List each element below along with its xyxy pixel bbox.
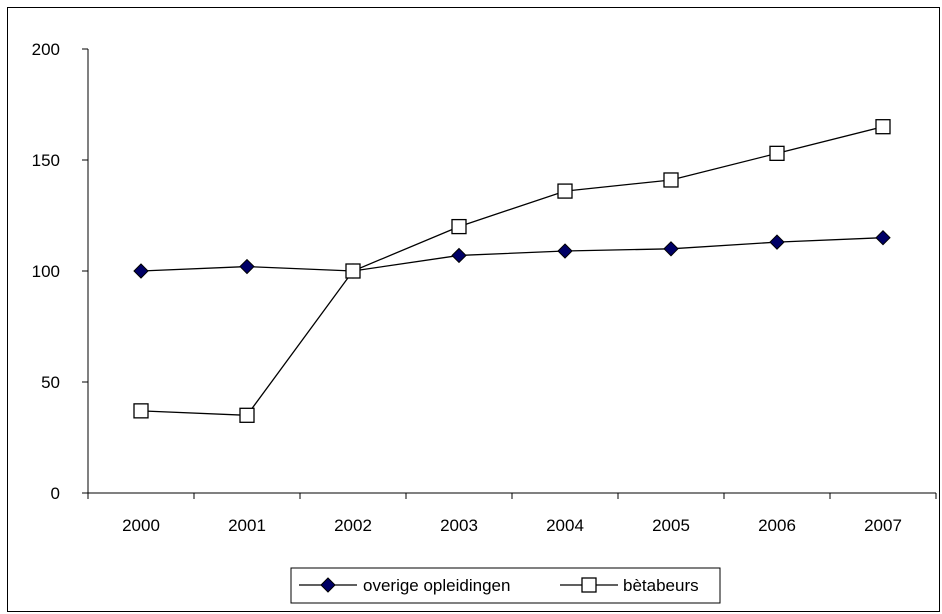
- legend-label: bètabeurs: [623, 576, 699, 595]
- data-point: [557, 183, 573, 199]
- y-tick-label: 50: [41, 373, 60, 392]
- data-point: [875, 119, 891, 135]
- data-point: [451, 247, 467, 264]
- data-point: [345, 263, 361, 279]
- x-tick-label: 2003: [440, 516, 478, 535]
- data-point: [239, 258, 255, 275]
- chart-area: [7, 7, 940, 612]
- data-point: [239, 407, 255, 423]
- x-tick-label: 2005: [652, 516, 690, 535]
- x-tick-labels: 2000 2001 2002 2003 2004 2005 2006 2007: [122, 516, 902, 535]
- x-tick-label: 2004: [546, 516, 584, 535]
- legend-box: [290, 567, 721, 604]
- data-point: [875, 229, 891, 246]
- series-betabeurs: [133, 119, 891, 423]
- series-layer: [133, 119, 891, 423]
- legend-label: overige opleidingen: [363, 576, 510, 595]
- y-tick-label: 200: [32, 40, 60, 59]
- data-point: [133, 263, 149, 279]
- data-point: [451, 218, 467, 235]
- y-tick-label: 0: [51, 484, 60, 503]
- legend-marker-square: [581, 577, 597, 593]
- x-tick-label: 2001: [228, 516, 266, 535]
- x-tick-label: 2000: [122, 516, 160, 535]
- x-tick-label: 2007: [864, 516, 902, 535]
- data-point: [133, 403, 149, 419]
- y-tick-label: 100: [32, 262, 60, 281]
- data-point: [663, 172, 679, 188]
- y-tick-labels: 0 50 100 150 200: [32, 40, 60, 503]
- legend: overige opleidingen bètabeurs: [290, 567, 721, 604]
- data-point: [557, 243, 573, 259]
- legend-marker-diamond: [320, 577, 336, 593]
- data-point: [769, 234, 785, 250]
- data-point: [663, 241, 679, 257]
- x-tick-label: 2006: [758, 516, 796, 535]
- series-overige-opleidingen: [133, 229, 891, 279]
- series-line: [140, 126, 884, 416]
- x-tick-label: 2002: [334, 516, 372, 535]
- y-tick-label: 150: [32, 151, 60, 170]
- data-point: [769, 145, 785, 161]
- axes: [82, 48, 937, 499]
- series-line: [140, 237, 884, 272]
